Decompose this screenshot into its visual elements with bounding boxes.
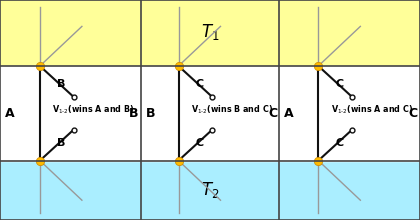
Text: C: C	[409, 107, 418, 120]
Text: C: C	[335, 79, 343, 89]
Text: C: C	[195, 138, 203, 148]
Text: C: C	[268, 107, 277, 120]
Text: $\mathbf{V}_{1\text{-}2}$(wins A and C): $\mathbf{V}_{1\text{-}2}$(wins A and C)	[331, 104, 413, 116]
Text: B: B	[57, 138, 65, 148]
Text: $\mathbf{V}_{1\text{-}2}$(wins B and C): $\mathbf{V}_{1\text{-}2}$(wins B and C)	[191, 104, 273, 116]
Text: $T_1$: $T_1$	[201, 22, 219, 42]
Text: A: A	[5, 107, 15, 120]
Text: B: B	[146, 107, 155, 120]
Text: B: B	[129, 107, 139, 120]
Text: B: B	[57, 79, 65, 89]
Text: C: C	[335, 138, 343, 148]
Text: $T_2$: $T_2$	[201, 180, 219, 200]
Text: $\mathbf{V}_{1\text{-}2}$(wins A and B): $\mathbf{V}_{1\text{-}2}$(wins A and B)	[52, 104, 135, 116]
Text: A: A	[284, 107, 294, 120]
Text: C: C	[195, 79, 203, 89]
